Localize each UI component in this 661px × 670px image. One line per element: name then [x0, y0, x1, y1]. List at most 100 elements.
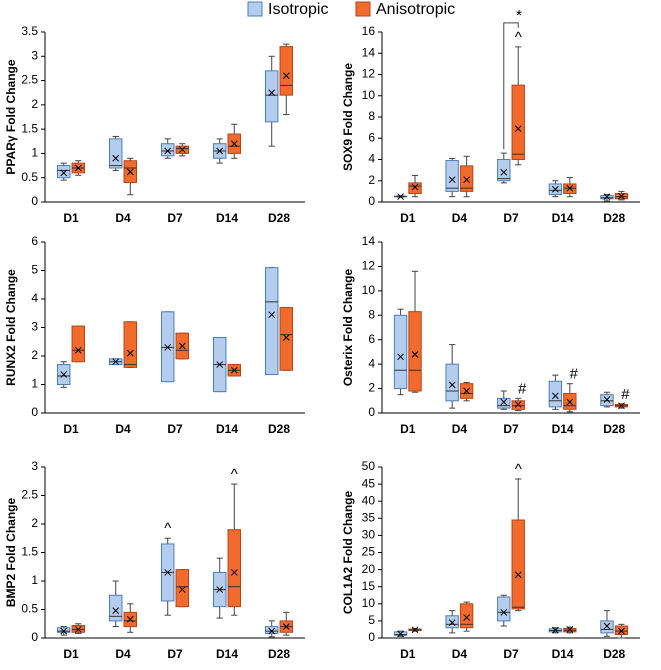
mean-marker — [552, 185, 559, 193]
y-tick-label: 0 — [368, 194, 375, 208]
y-tick-label: 0 — [368, 405, 375, 419]
x-tick-label: D7 — [503, 211, 519, 225]
box — [123, 321, 138, 368]
y-tick-label: 6 — [31, 234, 38, 248]
y-tick-label: 2 — [31, 516, 38, 530]
mean-marker — [216, 147, 224, 155]
box — [511, 519, 525, 610]
comparison-label: * — [516, 7, 522, 24]
mean-marker — [397, 193, 404, 201]
mean-marker — [60, 169, 68, 177]
y-tick-label: 10 — [362, 283, 376, 297]
box — [279, 307, 294, 371]
mean-marker — [514, 571, 522, 579]
mean-marker — [603, 193, 611, 201]
x-tick-label: D28 — [268, 211, 290, 225]
comparison-bracket — [503, 22, 519, 150]
x-tick-label: D1 — [400, 422, 416, 436]
mean-marker — [282, 72, 290, 80]
y-axis-label: COL1A2 Fold Change — [341, 491, 355, 615]
mean-marker — [216, 586, 224, 593]
box — [459, 603, 474, 629]
mean-marker — [603, 622, 611, 630]
x-tick-label: D4 — [452, 647, 468, 661]
y-axis-label: Osterix Fold Change — [341, 269, 355, 387]
y-axis-label: SOX9 Fold Change — [341, 63, 355, 171]
y-tick-label: 0 — [368, 630, 375, 644]
y-tick-label: 3 — [31, 48, 38, 62]
mean-marker — [603, 396, 611, 403]
x-tick-label: D1 — [63, 211, 79, 225]
x-tick-label: D1 — [63, 647, 79, 661]
annotation: ^ — [164, 520, 171, 537]
box — [497, 397, 511, 409]
mean-marker — [164, 569, 172, 576]
y-tick-label: 12 — [362, 259, 376, 273]
y-tick-label: 5 — [368, 613, 375, 627]
box — [56, 165, 71, 179]
box — [614, 625, 629, 636]
y-tick-label: 1 — [31, 146, 38, 160]
mean-marker — [230, 366, 238, 374]
x-tick-label: D14 — [552, 211, 574, 225]
mean-marker — [552, 626, 559, 634]
box — [600, 620, 614, 634]
box — [445, 160, 459, 192]
mean-marker — [500, 168, 508, 176]
box — [160, 143, 175, 157]
mean-marker — [74, 626, 82, 633]
box — [175, 569, 190, 608]
y-tick-label: 1.5 — [21, 545, 38, 559]
mean-marker — [60, 627, 68, 635]
box — [279, 46, 294, 96]
mean-marker — [230, 569, 238, 576]
mean-marker — [126, 615, 134, 623]
mean-marker — [268, 627, 276, 635]
box — [227, 529, 242, 608]
y-tick-label: 1.5 — [21, 121, 38, 135]
mean-marker — [500, 398, 508, 406]
y-tick-label: 16 — [362, 24, 376, 38]
box — [459, 165, 474, 192]
mean-marker — [618, 627, 625, 635]
y-tick-label: 2 — [368, 381, 375, 395]
box — [497, 159, 511, 182]
y-tick-label: 4 — [31, 291, 38, 305]
mean-marker — [566, 184, 574, 192]
y-tick-label: 10 — [362, 88, 376, 102]
mean-marker — [60, 371, 68, 378]
y-tick-label: 1 — [31, 377, 38, 391]
mean-marker — [268, 311, 276, 319]
x-tick-label: D28 — [603, 211, 625, 225]
y-tick-label: 30 — [362, 528, 376, 542]
annotation: ^ — [231, 466, 238, 483]
legend-swatch — [355, 1, 371, 17]
y-tick-label: 6 — [368, 130, 375, 144]
y-tick-label: 2 — [368, 173, 375, 187]
mean-marker — [411, 626, 419, 634]
y-tick-label: 35 — [362, 510, 376, 524]
mean-marker — [463, 387, 470, 395]
legend-label: Isotropic — [268, 1, 328, 18]
y-tick-label: 0.5 — [21, 602, 38, 616]
mean-marker — [618, 402, 625, 410]
mean-marker — [164, 344, 172, 351]
y-tick-label: 4 — [368, 356, 375, 370]
annotation: ^ — [515, 29, 522, 46]
y-axis-label: RUNX2 Fold Change — [4, 269, 18, 386]
mean-marker — [463, 176, 470, 184]
legend-label: Anisotropic — [376, 1, 455, 18]
box — [408, 311, 422, 392]
mean-marker — [164, 147, 172, 155]
mean-marker — [112, 358, 120, 366]
y-tick-label: 40 — [362, 493, 376, 507]
mean-marker — [178, 342, 186, 350]
mean-marker — [448, 619, 456, 626]
y-tick-label: 0.5 — [21, 170, 38, 184]
mean-marker — [500, 608, 508, 616]
x-tick-label: D14 — [216, 647, 238, 661]
y-tick-label: 2.5 — [21, 488, 38, 502]
box — [445, 363, 459, 402]
